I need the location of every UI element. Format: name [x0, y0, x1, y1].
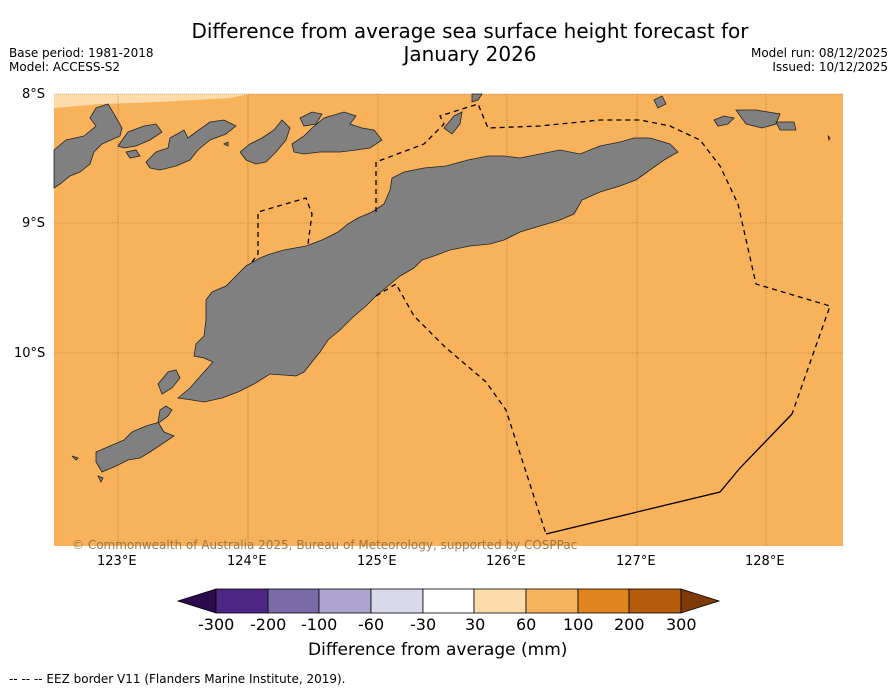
colorbar-segment-8 — [577, 588, 630, 614]
alor-north — [299, 111, 323, 127]
pantar-island — [239, 119, 291, 165]
adonara-island — [117, 123, 163, 149]
colorbar-tick: 200 — [614, 615, 645, 634]
colorbar-segment-5 — [422, 588, 475, 614]
meta-right: Model run: 08/12/2025 Issued: 10/12/2025 — [751, 46, 888, 74]
atauro-island — [443, 111, 463, 135]
lon-label-126e: 126°E — [486, 554, 526, 569]
model-run: Model run: 08/12/2025 — [750, 46, 888, 60]
colorbar-tick: 300 — [666, 615, 697, 634]
eez-borders — [251, 103, 831, 535]
colorbar-tick: -30 — [410, 615, 437, 634]
colorbar-segment-2 — [267, 588, 320, 614]
alor-island — [291, 111, 383, 155]
issued-date: Issued: 10/12/2025 — [772, 60, 888, 74]
meta-left: Base period: 1981-2018 Model: ACCESS-S2 — [9, 46, 154, 74]
colorbar-tick: 100 — [563, 615, 594, 634]
map-title: Difference from average sea surface heig… — [150, 20, 790, 66]
colorbar-extend-high — [680, 588, 721, 614]
eez-oecusse — [251, 197, 313, 263]
leti-island — [713, 115, 735, 127]
eez-timor-north — [375, 103, 831, 415]
model-name: Model: ACCESS-S2 — [9, 60, 121, 74]
colorbar-segment-7 — [525, 588, 579, 614]
lon-label-123e: 123°E — [97, 554, 137, 569]
colorbar-tick: -200 — [250, 615, 287, 634]
eez-legend: -- -- -- EEZ border V11 (Flanders Marine… — [9, 672, 346, 686]
title-line-1: Difference from average sea surface heig… — [191, 19, 749, 43]
eez-timor-south — [375, 283, 547, 535]
small-islet-south — [97, 475, 104, 483]
flores-east — [53, 103, 123, 189]
colorbar-segment-6 — [473, 588, 527, 614]
colorbar-extend-low — [176, 588, 217, 614]
eez-solid-border — [545, 413, 793, 535]
lon-label-125e: 125°E — [357, 554, 397, 569]
colorbar-tick: 30 — [465, 615, 486, 634]
small-islet-east — [827, 134, 831, 142]
title-line-2: January 2026 — [403, 42, 537, 66]
kisar-island — [653, 95, 667, 109]
rote-island — [95, 405, 175, 473]
colorbar-tick: -60 — [358, 615, 385, 634]
colorbar-segment-1 — [215, 588, 269, 614]
colorbar-tick: 60 — [516, 615, 537, 634]
moa-island — [735, 109, 781, 129]
land-masses — [53, 93, 831, 483]
lat-label-8s: 8°S — [22, 87, 46, 102]
lakor-island — [775, 121, 797, 131]
lat-label-9s: 9°S — [22, 216, 46, 231]
colorbar — [176, 588, 721, 614]
light-anomaly-strip — [54, 94, 250, 108]
pantar-islet — [223, 141, 229, 147]
lon-label-128e: 128°E — [745, 554, 785, 569]
lon-label-127e: 127°E — [616, 554, 656, 569]
wetar-tip — [471, 93, 483, 103]
colorbar-segment-3 — [318, 588, 372, 614]
semau-island — [157, 369, 181, 395]
colorbar-tick: -100 — [301, 615, 338, 634]
colorbar-title: Difference from average (mm) — [308, 640, 568, 660]
lat-label-10s: 10°S — [14, 346, 46, 361]
base-period: Base period: 1981-2018 — [9, 46, 154, 60]
lembata-island — [145, 119, 237, 171]
timor-island — [177, 137, 679, 403]
copyright-notice: © Commonwealth of Australia 2025, Bureau… — [72, 538, 578, 552]
ndao-islet — [71, 455, 79, 461]
lon-label-124e: 124°E — [227, 554, 267, 569]
colorbar-tick: -300 — [198, 615, 235, 634]
colorbar-segment-4 — [370, 588, 424, 614]
solor-island — [125, 149, 141, 159]
colorbar-segment-9 — [628, 588, 682, 614]
